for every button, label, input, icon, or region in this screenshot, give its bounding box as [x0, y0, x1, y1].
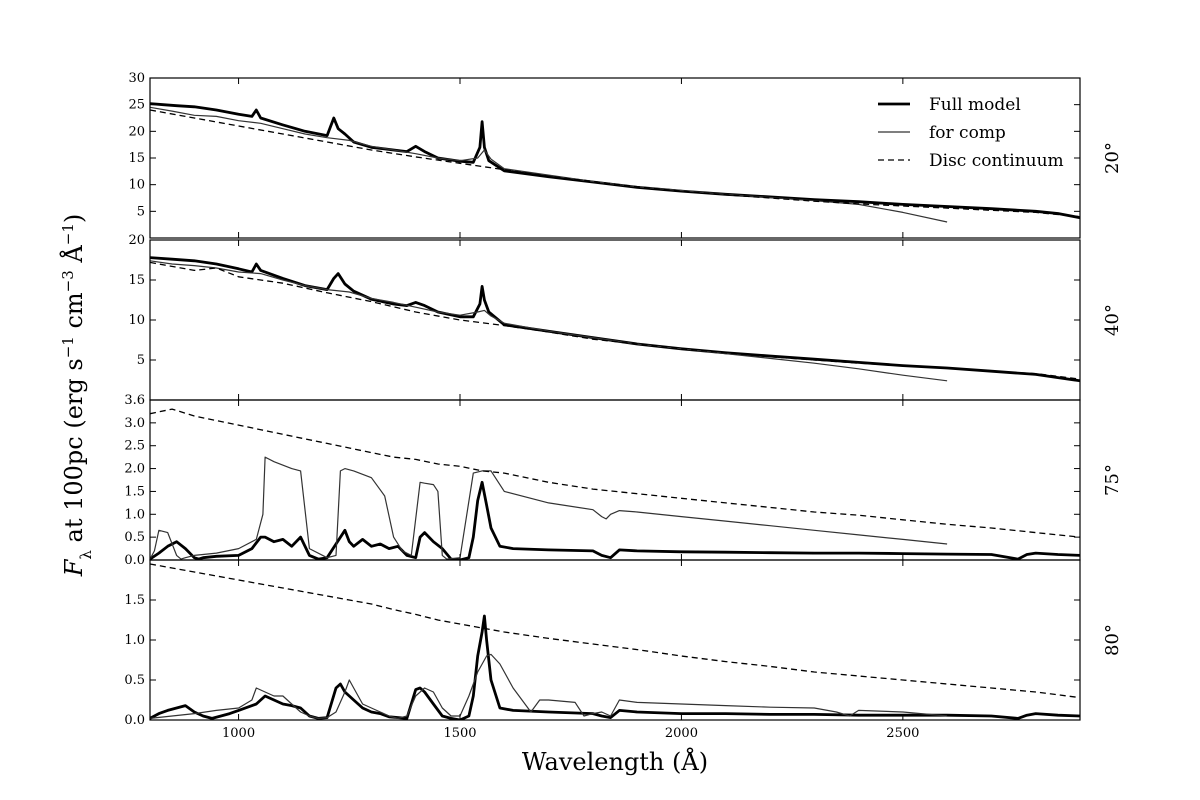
- series-disc-continuum-line: [150, 261, 1080, 380]
- series-disc-continuum-line: [150, 408, 1080, 538]
- y-tick-label: 15: [128, 151, 145, 166]
- legend-entry: for comp: [929, 123, 1006, 143]
- panel-angle-label: 40°: [1102, 304, 1123, 336]
- y-tick-label: 30: [128, 71, 145, 86]
- series-disc-continuum-line: [150, 563, 1080, 699]
- y-tick-label: 2.5: [124, 439, 145, 454]
- series-full-model-line: [150, 480, 1080, 560]
- y-tick-label: 3.0: [124, 416, 145, 431]
- x-tick-label: 2500: [886, 726, 919, 741]
- panel-2: 0.0 0.5 1.0 1.5 2.0 2.5 3.0 3.6 75°: [124, 393, 1123, 568]
- y-tick-label: 10: [128, 313, 145, 328]
- y-tick-label: 3.6: [124, 393, 145, 408]
- panel-frame: [149, 399, 1081, 561]
- x-axis-label: Wavelength (Å): [522, 747, 708, 776]
- panel-frame: [149, 559, 1081, 721]
- panel-1: 5 10 15 20 40°: [128, 233, 1123, 401]
- y-axis-label: Fλ at 100pc (erg s−1 cm−3 Å−1): [59, 214, 95, 578]
- y-tick-label: 25: [128, 98, 145, 113]
- y-tick-label: 5: [137, 204, 145, 219]
- y-tick-label: 0.0: [124, 553, 145, 568]
- y-tick-label: 1.5: [124, 484, 145, 499]
- series-full-model-line: [150, 256, 1080, 383]
- chart-legend: Full model for comp Disc continuum: [878, 95, 1064, 171]
- panel-angle-label: 75°: [1102, 464, 1123, 496]
- y-tick-label: 1.0: [124, 633, 145, 648]
- y-tick-label: 10: [128, 178, 145, 193]
- y-tick-label: 20: [128, 124, 145, 139]
- panel-angle-label: 20°: [1102, 142, 1123, 174]
- legend-entry: Full model: [929, 95, 1021, 115]
- y-tick-label: 0.0: [124, 713, 145, 728]
- y-tick-label: 0.5: [124, 673, 145, 688]
- y-tick-label: 15: [128, 273, 145, 288]
- x-tick-label: 2000: [665, 726, 698, 741]
- panel-angle-label: 80°: [1102, 624, 1123, 656]
- panel-frame: [149, 239, 1081, 401]
- panel-3: 0.0 0.5 1.0 1.5 80°: [124, 559, 1123, 728]
- y-tick-label: 20: [128, 233, 145, 248]
- y-tick-label: 1.5: [124, 593, 145, 608]
- x-tick-label: 1500: [443, 726, 476, 741]
- series-for-comp-line: [150, 456, 948, 560]
- series-for-comp-line: [150, 106, 948, 223]
- y-tick-label: 5: [137, 353, 145, 368]
- y-tick-label: 2.0: [124, 462, 145, 477]
- series-for-comp-line: [150, 260, 948, 382]
- x-tick-label: 1000: [222, 726, 255, 741]
- y-tick-label: 1.0: [124, 507, 145, 522]
- y-tick-label: 0.5: [124, 530, 145, 545]
- series-disc-continuum-line: [150, 109, 1080, 218]
- series-full-model-line: [150, 614, 1080, 720]
- series-for-comp-line: [150, 653, 948, 719]
- legend-entry: Disc continuum: [929, 151, 1064, 171]
- chart-panels: 5 10 15 20 25 30 20° 5 10 15 20 40° 0.0 0.5 1.0 1.5 2.0 2…: [124, 71, 1123, 741]
- panel-0: 5 10 15 20 25 30 20°: [128, 71, 1123, 239]
